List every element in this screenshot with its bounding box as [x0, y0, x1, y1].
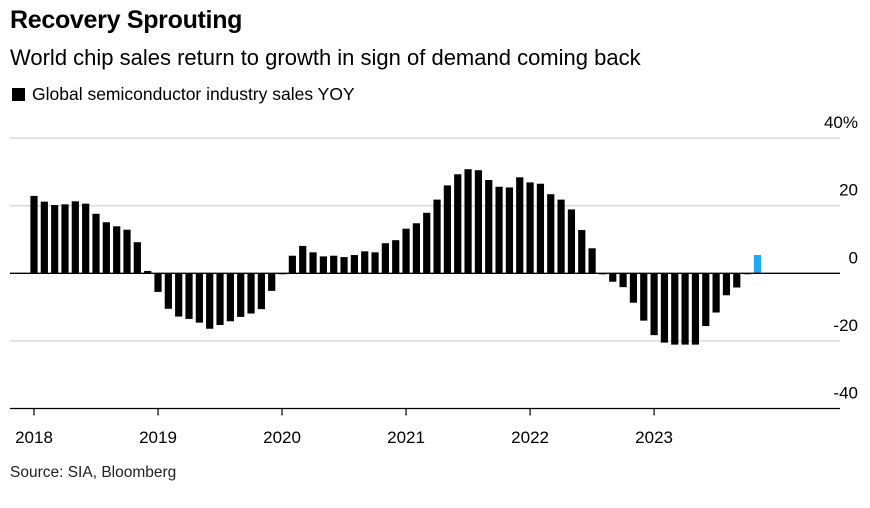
- bar: [185, 273, 193, 319]
- bar: [412, 223, 420, 274]
- bar: [309, 252, 317, 274]
- bar: [650, 273, 658, 336]
- x-tick-label: 2019: [139, 428, 177, 447]
- bar: [516, 177, 524, 274]
- bar: [361, 251, 369, 274]
- bar: [319, 256, 327, 274]
- bar: [433, 199, 441, 274]
- bar: [474, 170, 483, 274]
- bar: [629, 273, 638, 303]
- bar: [133, 242, 141, 274]
- bar: [30, 195, 38, 274]
- y-tick-label: -40: [833, 384, 858, 403]
- bar: [588, 248, 596, 274]
- bar: [495, 186, 503, 274]
- bar: [371, 252, 379, 274]
- bar: [609, 273, 617, 282]
- bar: [485, 180, 493, 274]
- bar: [226, 273, 234, 322]
- bar: [464, 169, 472, 274]
- bar: [164, 273, 172, 309]
- bar: [557, 199, 565, 274]
- bar: [330, 255, 338, 274]
- bar: [567, 209, 576, 274]
- bar-latest: [753, 255, 762, 274]
- bar: [257, 273, 265, 310]
- bar: [51, 205, 59, 274]
- bar: [443, 185, 451, 274]
- bar: [640, 273, 648, 321]
- bar: [154, 273, 162, 292]
- bar: [712, 273, 720, 313]
- bar: [216, 273, 224, 326]
- bar: [113, 226, 121, 274]
- bar: [536, 183, 545, 274]
- bar: [61, 204, 69, 274]
- x-tick-label: 2021: [387, 428, 425, 447]
- bar: [175, 273, 183, 317]
- y-tick-label: 0: [849, 248, 858, 267]
- bar: [423, 212, 431, 274]
- y-tick-label: 20: [839, 181, 858, 200]
- bar: [144, 270, 152, 274]
- bar: [402, 228, 410, 274]
- bar: [299, 245, 307, 274]
- bar: [722, 273, 731, 296]
- bar: [526, 182, 534, 274]
- chart-title: Recovery Sprouting: [10, 6, 243, 34]
- bar: [454, 174, 462, 274]
- y-tick-label: -20: [833, 316, 858, 335]
- bar: [619, 273, 627, 288]
- bar: [195, 273, 203, 323]
- bar: [123, 229, 131, 274]
- x-tick-label: 2020: [263, 428, 301, 447]
- bar: [578, 230, 586, 274]
- bar: [268, 273, 276, 291]
- bar: [505, 187, 514, 274]
- bar: [733, 273, 741, 288]
- bar: [40, 201, 48, 274]
- bar: [102, 222, 110, 274]
- bar: [237, 273, 245, 317]
- bar: [660, 273, 669, 343]
- legend-swatch: [12, 88, 25, 101]
- bar: [702, 273, 710, 327]
- bar: [392, 240, 400, 274]
- y-tick-label: 40%: [824, 113, 858, 132]
- bar: [681, 273, 689, 345]
- bar: [671, 273, 679, 345]
- bar: [691, 273, 700, 345]
- bar: [350, 255, 358, 274]
- bar: [340, 257, 348, 274]
- bar: [381, 243, 389, 274]
- x-tick-label: 2023: [635, 428, 673, 447]
- x-tick-label: 2018: [15, 428, 53, 447]
- x-tick-label: 2022: [511, 428, 549, 447]
- bar: [288, 255, 296, 274]
- bar: [82, 203, 90, 274]
- bar: [92, 213, 100, 274]
- bar: [547, 194, 555, 274]
- legend: Global semiconductor industry sales YOY: [12, 84, 355, 105]
- bar: [206, 273, 214, 329]
- source-note: Source: SIA, Bloomberg: [10, 464, 177, 481]
- legend-label: Global semiconductor industry sales YOY: [32, 84, 355, 104]
- chart-subtitle: World chip sales return to growth in sig…: [10, 45, 641, 70]
- bar: [247, 273, 255, 314]
- bar: [71, 201, 79, 274]
